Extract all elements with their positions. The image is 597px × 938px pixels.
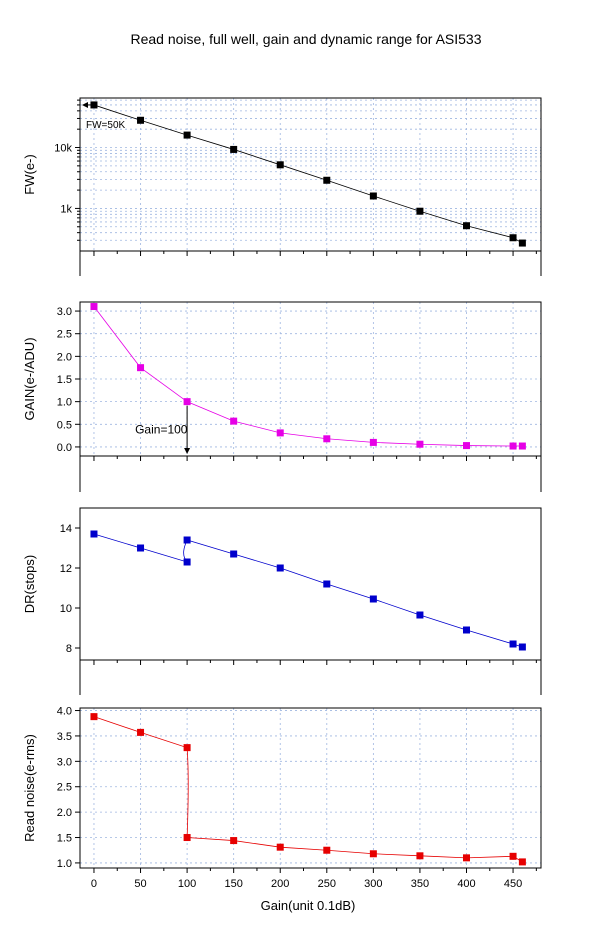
y-tick-label: 2.0 xyxy=(57,807,72,819)
y-axis-label: DR(stops) xyxy=(22,555,37,614)
y-tick-label: 14 xyxy=(60,523,72,535)
data-point-gain xyxy=(137,364,145,372)
annotation-arrowhead xyxy=(82,101,88,108)
data-point-gain xyxy=(509,442,517,450)
series-line-fw xyxy=(93,104,523,244)
data-point-gain xyxy=(462,442,470,450)
data-point-gain xyxy=(276,429,284,437)
y-tick-label: 2.0 xyxy=(57,351,72,363)
x-axis-label: Gain(unit 0.1dB) xyxy=(261,898,356,913)
y-tick-label: 1k xyxy=(60,203,72,215)
plot-frame xyxy=(79,97,542,252)
annotation-arrowhead xyxy=(184,448,191,454)
plot-frame xyxy=(79,707,542,869)
data-point-dr xyxy=(416,611,424,619)
y-tick-label: 2.5 xyxy=(57,329,72,341)
x-tick-label: 50 xyxy=(134,878,146,890)
data-point-rn xyxy=(462,854,470,862)
data-point-dr xyxy=(323,580,331,588)
panel-dr: 8 10 12 14 DR(stops) xyxy=(22,507,542,695)
x-tick-label: 0 xyxy=(91,878,97,890)
data-point-fw xyxy=(509,234,517,242)
y-tick-label: 0.5 xyxy=(57,419,72,431)
x-tick-label: 150 xyxy=(224,878,242,890)
panel-rn: 1.0 1.5 2.0 2.5 3.0 3.5 4.0 Read noise(e-rms) xyxy=(22,706,542,873)
y-tick-label: 1.5 xyxy=(57,374,72,386)
data-point-dr xyxy=(462,626,470,634)
y-tick-label: 10k xyxy=(54,143,72,155)
y-tick-label: 1.5 xyxy=(57,833,72,845)
data-point-gain xyxy=(369,438,377,446)
y-axis-label: Read noise(e-rms) xyxy=(22,734,37,842)
annotation-gain: Gain=100 xyxy=(135,423,188,437)
x-tick-label: 450 xyxy=(504,878,522,890)
data-point-gain xyxy=(183,398,191,406)
y-tick-label: 12 xyxy=(60,563,72,575)
y-tick-label: 1.0 xyxy=(57,858,72,870)
y-tick-label: 1.0 xyxy=(57,397,72,409)
data-point-rn xyxy=(90,713,98,721)
y-tick-label: 4.0 xyxy=(57,706,72,718)
x-tick-label: 400 xyxy=(457,878,475,890)
x-tick-label: 300 xyxy=(364,878,382,890)
y-tick-label: 2.5 xyxy=(57,782,72,794)
data-point-dr xyxy=(90,530,98,538)
data-point-rn xyxy=(183,744,191,752)
series-line-rn xyxy=(93,716,523,863)
data-point-fw xyxy=(462,222,470,230)
chart-title: Read noise, full well, gain and dynamic … xyxy=(131,31,482,47)
y-tick-label: 8 xyxy=(66,643,72,655)
data-point-dr xyxy=(276,564,284,572)
data-point-fw xyxy=(323,176,331,184)
plot-frame xyxy=(79,507,542,661)
data-point-gain xyxy=(90,303,98,311)
x-tick-label: 100 xyxy=(178,878,196,890)
x-tick-label: 200 xyxy=(271,878,289,890)
data-point-rn xyxy=(323,846,331,854)
panel-fw: 1k 10k FW(e-) FW=50K xyxy=(22,97,542,276)
series-line-dr xyxy=(93,533,523,648)
data-point-fw xyxy=(183,131,191,139)
data-point-dr xyxy=(518,643,526,651)
data-point-dr xyxy=(369,595,377,603)
data-point-fw xyxy=(276,161,284,169)
data-point-rn xyxy=(230,837,238,845)
data-point-fw xyxy=(90,101,98,109)
data-point-dr xyxy=(183,558,191,566)
data-point-dr xyxy=(230,550,238,558)
data-point-gain xyxy=(416,440,424,448)
x-tick-label: 350 xyxy=(411,878,429,890)
data-point-rn xyxy=(509,852,517,860)
x-tick-label: 250 xyxy=(318,878,336,890)
data-point-rn xyxy=(183,834,191,842)
data-point-fw xyxy=(230,145,238,153)
y-tick-label: 3.5 xyxy=(57,731,72,743)
data-point-dr xyxy=(137,544,145,552)
data-point-rn xyxy=(518,858,526,866)
data-point-rn xyxy=(137,728,145,736)
data-point-fw xyxy=(518,239,526,247)
data-point-gain xyxy=(518,442,526,450)
y-tick-label: 0.0 xyxy=(57,442,72,454)
data-point-rn xyxy=(369,850,377,858)
y-axis-label: GAIN(e-/ADU) xyxy=(22,337,37,420)
data-point-dr xyxy=(183,536,191,544)
data-point-fw xyxy=(137,116,145,124)
data-point-rn xyxy=(416,852,424,860)
panel-gain: 0.0 0.5 1.0 1.5 2.0 2.5 3.0 GAIN(e-/ADU) Gain=10… xyxy=(22,301,542,492)
annotation-fw: FW=50K xyxy=(86,120,126,131)
y-tick-label: 3.0 xyxy=(57,756,72,768)
data-point-fw xyxy=(416,207,424,215)
y-tick-label: 3.0 xyxy=(57,306,72,318)
data-point-rn xyxy=(276,843,284,851)
data-point-fw xyxy=(369,192,377,200)
data-point-gain xyxy=(323,435,331,443)
data-point-dr xyxy=(509,640,517,648)
y-tick-label: 10 xyxy=(60,603,72,615)
data-point-gain xyxy=(230,417,238,425)
y-axis-label: FW(e-) xyxy=(22,154,37,194)
